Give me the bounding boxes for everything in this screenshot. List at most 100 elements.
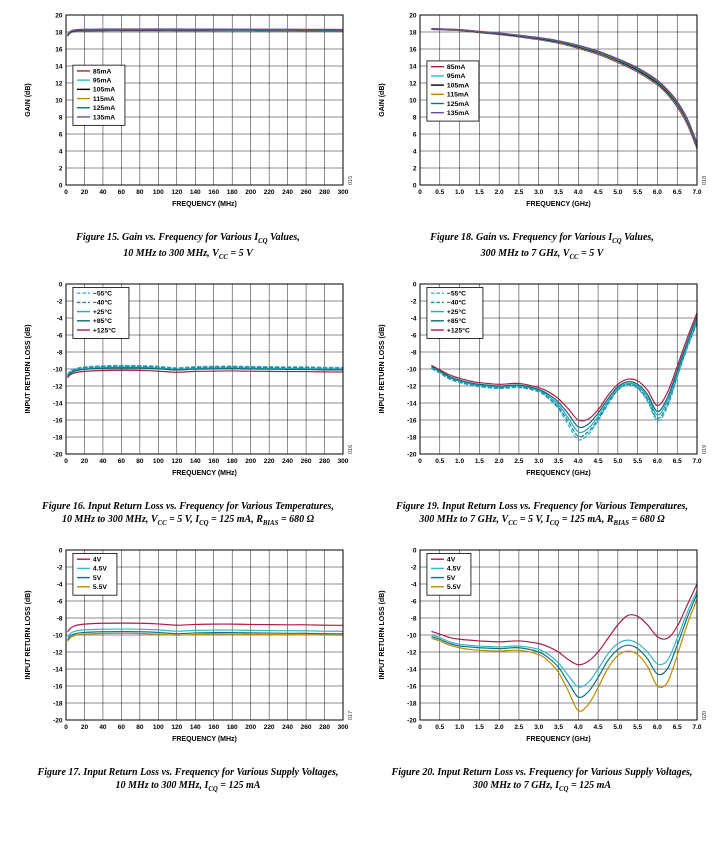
svg-text:40: 40 xyxy=(99,458,107,465)
svg-text:12: 12 xyxy=(409,80,417,87)
x-axis-label: FREQUENCY (GHz) xyxy=(526,201,590,208)
figure-17-caption: Figure 17. Input Return Loss vs. Frequen… xyxy=(37,767,339,794)
svg-text:4.0: 4.0 xyxy=(574,458,583,465)
svg-text:3.0: 3.0 xyxy=(534,189,543,196)
svg-text:-18: -18 xyxy=(53,700,63,707)
figure-code: 020 xyxy=(702,711,708,720)
figure-18: 0 0.5 1.0 1.5 2.0 2.5 3.0 3.5 4.0 4.5 5.0 5.5 6.0 6.5… xyxy=(366,8,718,263)
svg-text:95mA: 95mA xyxy=(447,73,466,80)
svg-text:3.5: 3.5 xyxy=(554,458,563,465)
series-4.5V xyxy=(67,628,344,638)
figure-18-caption: Figure 18. Gain vs. Frequency for Variou… xyxy=(430,232,654,261)
svg-text:-4: -4 xyxy=(411,581,417,588)
svg-text:+85°C: +85°C xyxy=(447,317,466,325)
figure-code: 015 xyxy=(348,176,354,185)
svg-text:140: 140 xyxy=(190,189,201,196)
chart-canvas: 0 0.5 1.0 1.5 2.0 2.5 3.0 3.5 4.0 4.5 5.0 5.5 6.0 6.5… xyxy=(379,281,708,477)
svg-text:0: 0 xyxy=(59,182,63,189)
svg-text:40: 40 xyxy=(99,724,107,731)
figure-code: 016 xyxy=(348,445,354,454)
svg-text:140: 140 xyxy=(190,458,201,465)
charts-grid: 0 20 40 60 80 100 120 140 160 180 200 220 240 260 280 3… xyxy=(10,8,718,809)
figure-code: 019 xyxy=(702,445,708,454)
svg-text:-16: -16 xyxy=(53,683,63,690)
svg-text:0: 0 xyxy=(418,189,422,196)
figure-17: 0 20 40 60 80 100 120 140 160 180 200 220 240 260 280 3… xyxy=(10,543,366,795)
svg-text:135mA: 135mA xyxy=(447,110,469,117)
series-+125°C xyxy=(431,312,698,422)
svg-text:0: 0 xyxy=(64,724,68,731)
series-5V xyxy=(67,631,344,640)
svg-text:0.5: 0.5 xyxy=(435,189,444,196)
y-axis-label: INPUT RETURN LOSS (dB) xyxy=(379,324,386,413)
svg-text:4: 4 xyxy=(413,148,417,155)
svg-text:6.0: 6.0 xyxy=(653,189,662,196)
svg-text:4: 4 xyxy=(59,148,63,155)
svg-text:4V: 4V xyxy=(93,557,102,564)
svg-text:240: 240 xyxy=(282,189,293,196)
svg-text:105mA: 105mA xyxy=(93,87,115,94)
datasheet-page: 0 20 40 60 80 100 120 140 160 180 200 220 240 260 280 3… xyxy=(10,8,718,809)
svg-text:10: 10 xyxy=(55,97,63,104)
svg-text:85mA: 85mA xyxy=(447,64,466,71)
svg-text:-16: -16 xyxy=(407,683,417,690)
svg-text:120: 120 xyxy=(171,189,182,196)
x-axis-label: FREQUENCY (MHz) xyxy=(172,736,237,743)
svg-text:40: 40 xyxy=(99,189,107,196)
series-+85°C xyxy=(67,367,344,378)
svg-text:-2: -2 xyxy=(57,298,63,305)
svg-text:2: 2 xyxy=(59,165,63,172)
svg-text:5.0: 5.0 xyxy=(613,724,622,731)
svg-text:0: 0 xyxy=(59,281,63,288)
svg-text:-16: -16 xyxy=(407,417,417,424)
svg-text:20: 20 xyxy=(409,12,417,19)
svg-text:0: 0 xyxy=(418,724,422,731)
svg-text:-20: -20 xyxy=(407,451,417,458)
svg-text:-12: -12 xyxy=(53,649,63,656)
svg-text:60: 60 xyxy=(118,189,126,196)
svg-text:-8: -8 xyxy=(57,349,63,356)
svg-text:6.5: 6.5 xyxy=(673,724,682,731)
legend-box xyxy=(72,64,126,126)
svg-text:4.5: 4.5 xyxy=(594,189,603,196)
svg-text:-2: -2 xyxy=(411,298,417,305)
svg-text:0: 0 xyxy=(418,458,422,465)
svg-text:6.5: 6.5 xyxy=(673,458,682,465)
svg-text:0: 0 xyxy=(413,547,417,554)
svg-text:3.0: 3.0 xyxy=(534,458,543,465)
svg-text:4.5V: 4.5V xyxy=(93,566,107,573)
svg-text:−40°C: −40°C xyxy=(447,299,466,307)
figure-15-caption: Figure 15. Gain vs. Frequency for Variou… xyxy=(76,232,300,261)
svg-text:0: 0 xyxy=(59,547,63,554)
svg-text:2.5: 2.5 xyxy=(514,458,523,465)
series-+85°C xyxy=(431,315,698,428)
figure-19: 0 0.5 1.0 1.5 2.0 2.5 3.0 3.5 4.0 4.5 5.0 5.5 6.0 6.5… xyxy=(366,277,718,529)
chart-canvas: 0 20 40 60 80 100 120 140 160 180 200 220 240 260 280 3… xyxy=(25,281,354,477)
svg-text:100: 100 xyxy=(153,458,164,465)
svg-text:18: 18 xyxy=(55,29,63,36)
figure-20-chart: 0 0.5 1.0 1.5 2.0 2.5 3.0 3.5 4.0 4.5 5.0 5.5 6.0 6.5… xyxy=(375,543,709,757)
series-−40°C xyxy=(67,365,344,376)
x-axis-label: FREQUENCY (GHz) xyxy=(526,470,590,477)
svg-text:2: 2 xyxy=(413,165,417,172)
svg-text:-10: -10 xyxy=(53,632,63,639)
svg-text:-20: -20 xyxy=(53,717,63,724)
svg-text:-6: -6 xyxy=(411,598,417,605)
svg-text:3.0: 3.0 xyxy=(534,724,543,731)
svg-text:1.0: 1.0 xyxy=(455,189,464,196)
svg-text:20: 20 xyxy=(81,458,89,465)
svg-text:+25°C: +25°C xyxy=(447,308,466,316)
y-axis-label: INPUT RETURN LOSS (dB) xyxy=(25,591,32,680)
series-5.5V xyxy=(67,632,344,642)
svg-text:1.5: 1.5 xyxy=(475,189,484,196)
svg-text:1.5: 1.5 xyxy=(475,724,484,731)
svg-text:16: 16 xyxy=(55,46,63,53)
svg-text:220: 220 xyxy=(264,724,275,731)
svg-text:7.0: 7.0 xyxy=(692,458,701,465)
svg-text:125mA: 125mA xyxy=(93,105,115,112)
svg-text:300: 300 xyxy=(338,189,349,196)
svg-text:5.5V: 5.5V xyxy=(447,584,461,591)
y-axis-label: INPUT RETURN LOSS (dB) xyxy=(379,591,386,680)
svg-text:125mA: 125mA xyxy=(447,101,469,108)
series-4.5V xyxy=(431,590,698,688)
